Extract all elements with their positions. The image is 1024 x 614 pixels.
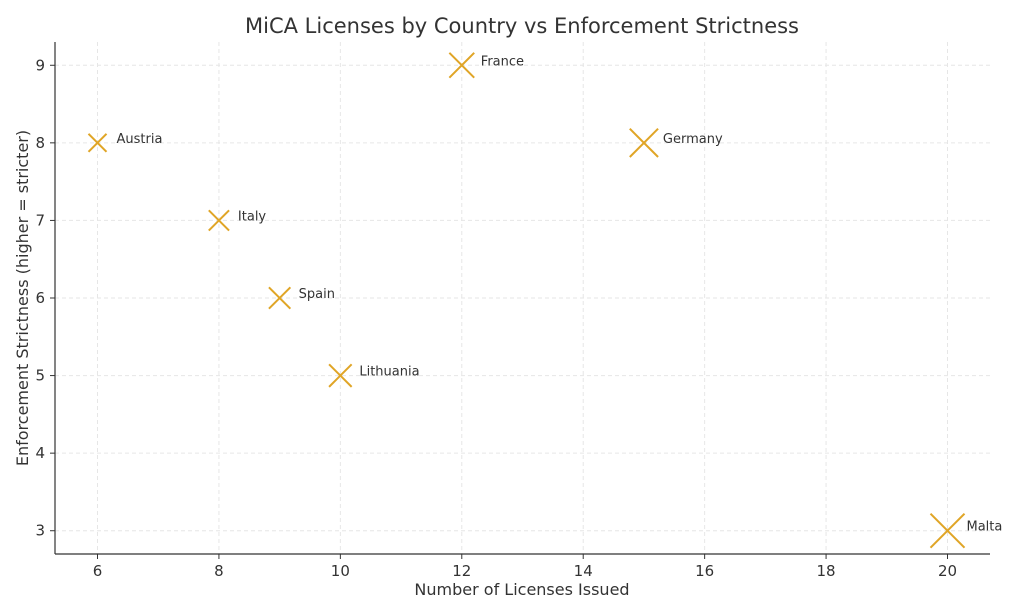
x-tick-label: 12	[452, 562, 471, 580]
data-point-france: France	[448, 52, 524, 79]
data-point-lithuania: Lithuania	[328, 363, 420, 388]
x-tick-label: 14	[574, 562, 593, 580]
y-tick-label: 4	[35, 444, 45, 462]
point-marker-stroke	[929, 513, 966, 549]
data-point-spain: Spain	[268, 286, 335, 310]
y-tick-label: 7	[35, 211, 45, 229]
y-tick-label: 9	[35, 56, 45, 74]
point-label: France	[481, 54, 524, 69]
x-tick-label: 10	[331, 562, 350, 580]
grid	[55, 42, 990, 554]
chart-title: MiCA Licenses by Country vs Enforcement …	[245, 14, 799, 38]
point-label: Austria	[117, 132, 163, 147]
data-point-italy: Italy	[208, 209, 267, 232]
y-tick-label: 5	[35, 367, 45, 385]
point-marker-stroke	[87, 133, 108, 153]
point-label: Italy	[238, 209, 267, 224]
point-label: Lithuania	[359, 365, 419, 380]
x-tick-label: 8	[214, 562, 224, 580]
data-point-malta: Malta	[929, 513, 1003, 549]
x-tick-label: 6	[93, 562, 103, 580]
y-axis-ticks: 3 4 5 6 7 8 9	[35, 56, 55, 540]
y-tick-label: 8	[35, 134, 45, 152]
point-marker-stroke	[448, 52, 475, 79]
x-axis-label: Number of Licenses Issued	[414, 580, 629, 599]
y-axis-label: Enforcement Strictness (higher = stricte…	[13, 130, 32, 466]
point-label: Malta	[967, 520, 1003, 535]
x-tick-label: 20	[938, 562, 957, 580]
x-tick-label: 18	[817, 562, 836, 580]
point-label: Spain	[299, 287, 335, 302]
point-marker-stroke	[629, 127, 659, 158]
x-tick-label: 16	[695, 562, 714, 580]
x-axis-ticks: 6 8 10 12 14 16 18 20	[93, 554, 957, 580]
y-tick-label: 3	[35, 522, 45, 540]
y-tick-label: 6	[35, 289, 45, 307]
data-point-austria: Austria	[87, 132, 163, 153]
data-points: Austria France Germany Italy Spain Lithuania M…	[87, 52, 1003, 549]
axes-spines	[54, 42, 990, 555]
point-marker-stroke	[208, 209, 230, 232]
point-label: Germany	[663, 132, 723, 147]
point-marker-stroke	[328, 363, 353, 388]
data-point-germany: Germany	[629, 127, 723, 158]
point-marker-stroke	[268, 286, 292, 310]
